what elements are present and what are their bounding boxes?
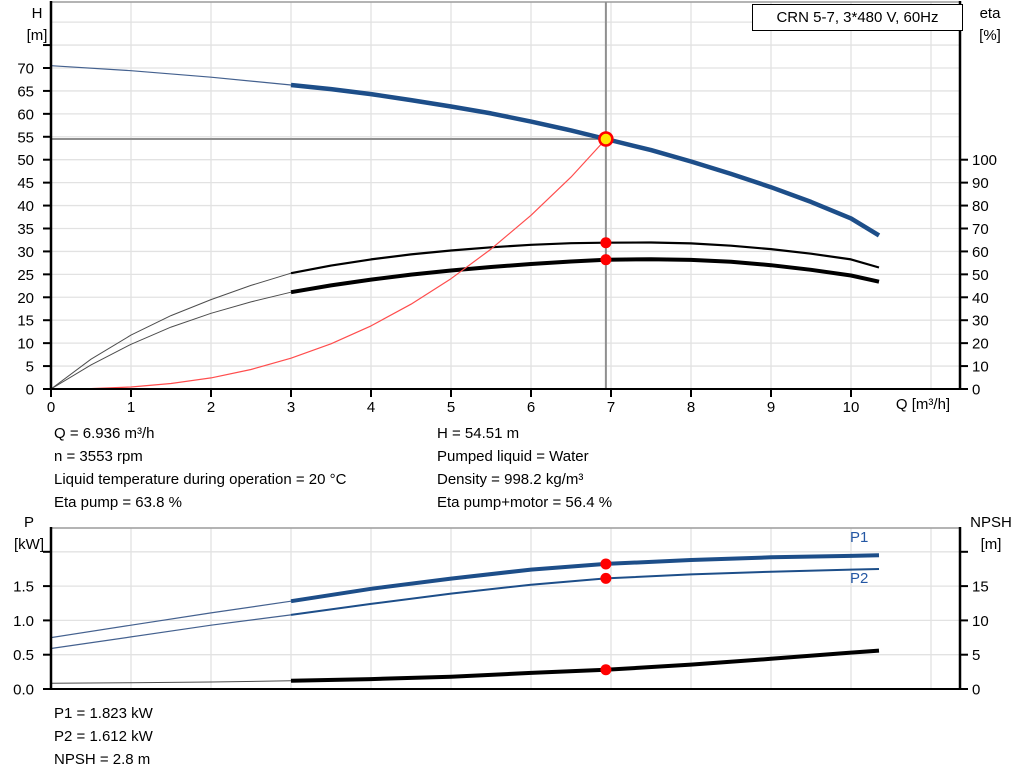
operating-point-dot: [600, 558, 612, 570]
x-axis-tick-label: 6: [527, 399, 535, 416]
y-axis-left-tick-label: 45: [17, 175, 34, 192]
p1-curve-extension: [50, 600, 292, 639]
p2-curve-label: P2: [850, 570, 869, 587]
info-line: Liquid temperature during operation = 20…: [54, 471, 347, 488]
h-axis-label: H [m]: [26, 5, 48, 44]
y-axis-left-tick-label: 1.5: [13, 579, 34, 596]
y-axis-left-tick-label: 30: [17, 244, 34, 261]
info-line: P2 = 1.612 kW: [54, 728, 153, 745]
y-axis-right-tick-label: 10: [972, 613, 989, 630]
y-axis-left-tick-label: 65: [17, 83, 34, 100]
duty-point[interactable]: [598, 131, 614, 147]
y-axis-right-tick-label: 30: [972, 313, 989, 330]
info-line: P1 = 1.823 kW: [54, 705, 153, 722]
x-axis-tick-label: 5: [447, 399, 455, 416]
y-axis-right-tick-label: 60: [972, 244, 989, 261]
x-axis-tick-label: 7: [607, 399, 615, 416]
info-line: Eta pump = 63.8 %: [54, 494, 182, 511]
operating-point-dot: [600, 664, 612, 676]
y-axis-right-tick-label: 80: [972, 198, 989, 215]
operating-point-dot: [600, 572, 612, 584]
info-line: n = 3553 rpm: [54, 448, 143, 465]
y-axis-right-tick-label: 10: [972, 359, 989, 376]
p1-curve-label: P1: [850, 529, 869, 546]
p1-curve[interactable]: [290, 553, 880, 604]
operating-point-dot: [600, 237, 612, 249]
pump-title: CRN 5-7, 3*480 V, 60Hz: [776, 9, 939, 26]
power-npsh-results: P1 = 1.823 kW P2 = 1.612 kW NPSH = 2.8 m: [54, 702, 153, 771]
info-line: Pumped liquid = Water: [437, 448, 589, 465]
qh-curve[interactable]: [290, 82, 881, 238]
y-axis-left-tick-label: 60: [17, 106, 34, 123]
x-axis-tick-label: 4: [367, 399, 375, 416]
y-axis-right-tick-label: 0: [972, 682, 980, 699]
pump-title-box: CRN 5-7, 3*480 V, 60Hz: [752, 4, 963, 31]
y-axis-right-tick-label: 50: [972, 267, 989, 284]
duty-conditions-left: Q = 6.936 m³/h n = 3553 rpm Liquid tempe…: [54, 422, 346, 514]
y-axis-left-tick-label: 1.0: [13, 613, 34, 630]
qh-eta-chart[interactable]: 7065605550454035302520151050100908070605…: [0, 0, 1024, 420]
info-line: NPSH = 2.8 m: [54, 751, 151, 768]
x-axis-tick-label: 1: [127, 399, 135, 416]
x-axis-tick-label: 3: [287, 399, 295, 416]
operating-point-dot: [600, 254, 612, 266]
y-axis-right-tick-label: 5: [972, 647, 980, 664]
y-axis-left-tick-label: 0: [26, 382, 34, 399]
eta-pump-curve[interactable]: [290, 241, 880, 275]
y-axis-left-tick-label: 20: [17, 290, 34, 307]
y-axis-left-tick-label: 5: [26, 359, 34, 376]
npsh-curve-extension: [50, 680, 292, 684]
qh-curve-extension: [50, 65, 292, 86]
p2-curve-extension: [50, 614, 292, 650]
x-axis-tick-label: 10: [843, 399, 860, 416]
x-axis-tick-label: 8: [687, 399, 695, 416]
y-axis-right-tick-label: 100: [972, 152, 997, 169]
system-curve: [66, 138, 607, 390]
eta-axis-label: eta [%]: [979, 5, 1001, 44]
y-axis-left-tick-label: 50: [17, 152, 34, 169]
y-axis-left-tick-label: 70: [17, 60, 34, 77]
info-line: Density = 998.2 kg/m³: [437, 471, 584, 488]
y-axis-left-tick-label: 0.0: [13, 682, 34, 699]
y-axis-left-tick-label: 25: [17, 267, 34, 284]
y-axis-left-tick-label: 10: [17, 336, 34, 353]
info-line: Eta pump+motor = 56.4 %: [437, 494, 613, 511]
y-axis-right-tick-label: 40: [972, 290, 989, 307]
y-axis-right-tick-label: 90: [972, 175, 989, 192]
npsh-axis-label: NPSH [m]: [970, 514, 1012, 553]
y-axis-left-tick-label: 0.5: [13, 647, 34, 664]
info-line: Q = 6.936 m³/h: [54, 425, 155, 442]
p-axis-label: P [kW]: [14, 514, 44, 553]
eta-pump-curve-extension: [50, 272, 292, 390]
eta-pump-motor-curve-extension: [50, 291, 292, 390]
x-axis-tick-label: 0: [47, 399, 55, 416]
power-npsh-chart[interactable]: 1.5 1.0 0.5 0.0 15 10 5 0: [0, 510, 1024, 715]
info-line: H = 54.51 m: [437, 425, 520, 442]
y-axis-left-tick-label: 55: [17, 129, 34, 146]
eta-pump-motor-curve[interactable]: [290, 257, 880, 295]
y-axis-right-tick-label: 70: [972, 221, 989, 238]
y-axis-left-tick-label: 40: [17, 198, 34, 215]
y-axis-right-tick-label: 15: [972, 579, 989, 596]
duty-conditions-right: H = 54.51 m Pumped liquid = Water Densit…: [437, 422, 612, 514]
q-axis-label: Q [m³/h]: [895, 396, 951, 413]
x-axis-tick-label: 2: [207, 399, 215, 416]
x-axis-tick-label: 9: [767, 399, 775, 416]
y-axis-right-tick-label: 0: [972, 382, 980, 399]
y-axis-left-tick-label: 15: [17, 313, 34, 330]
y-axis-right-tick-label: 20: [972, 336, 989, 353]
p2-curve[interactable]: [290, 568, 880, 616]
y-axis-left-tick-label: 35: [17, 221, 34, 238]
